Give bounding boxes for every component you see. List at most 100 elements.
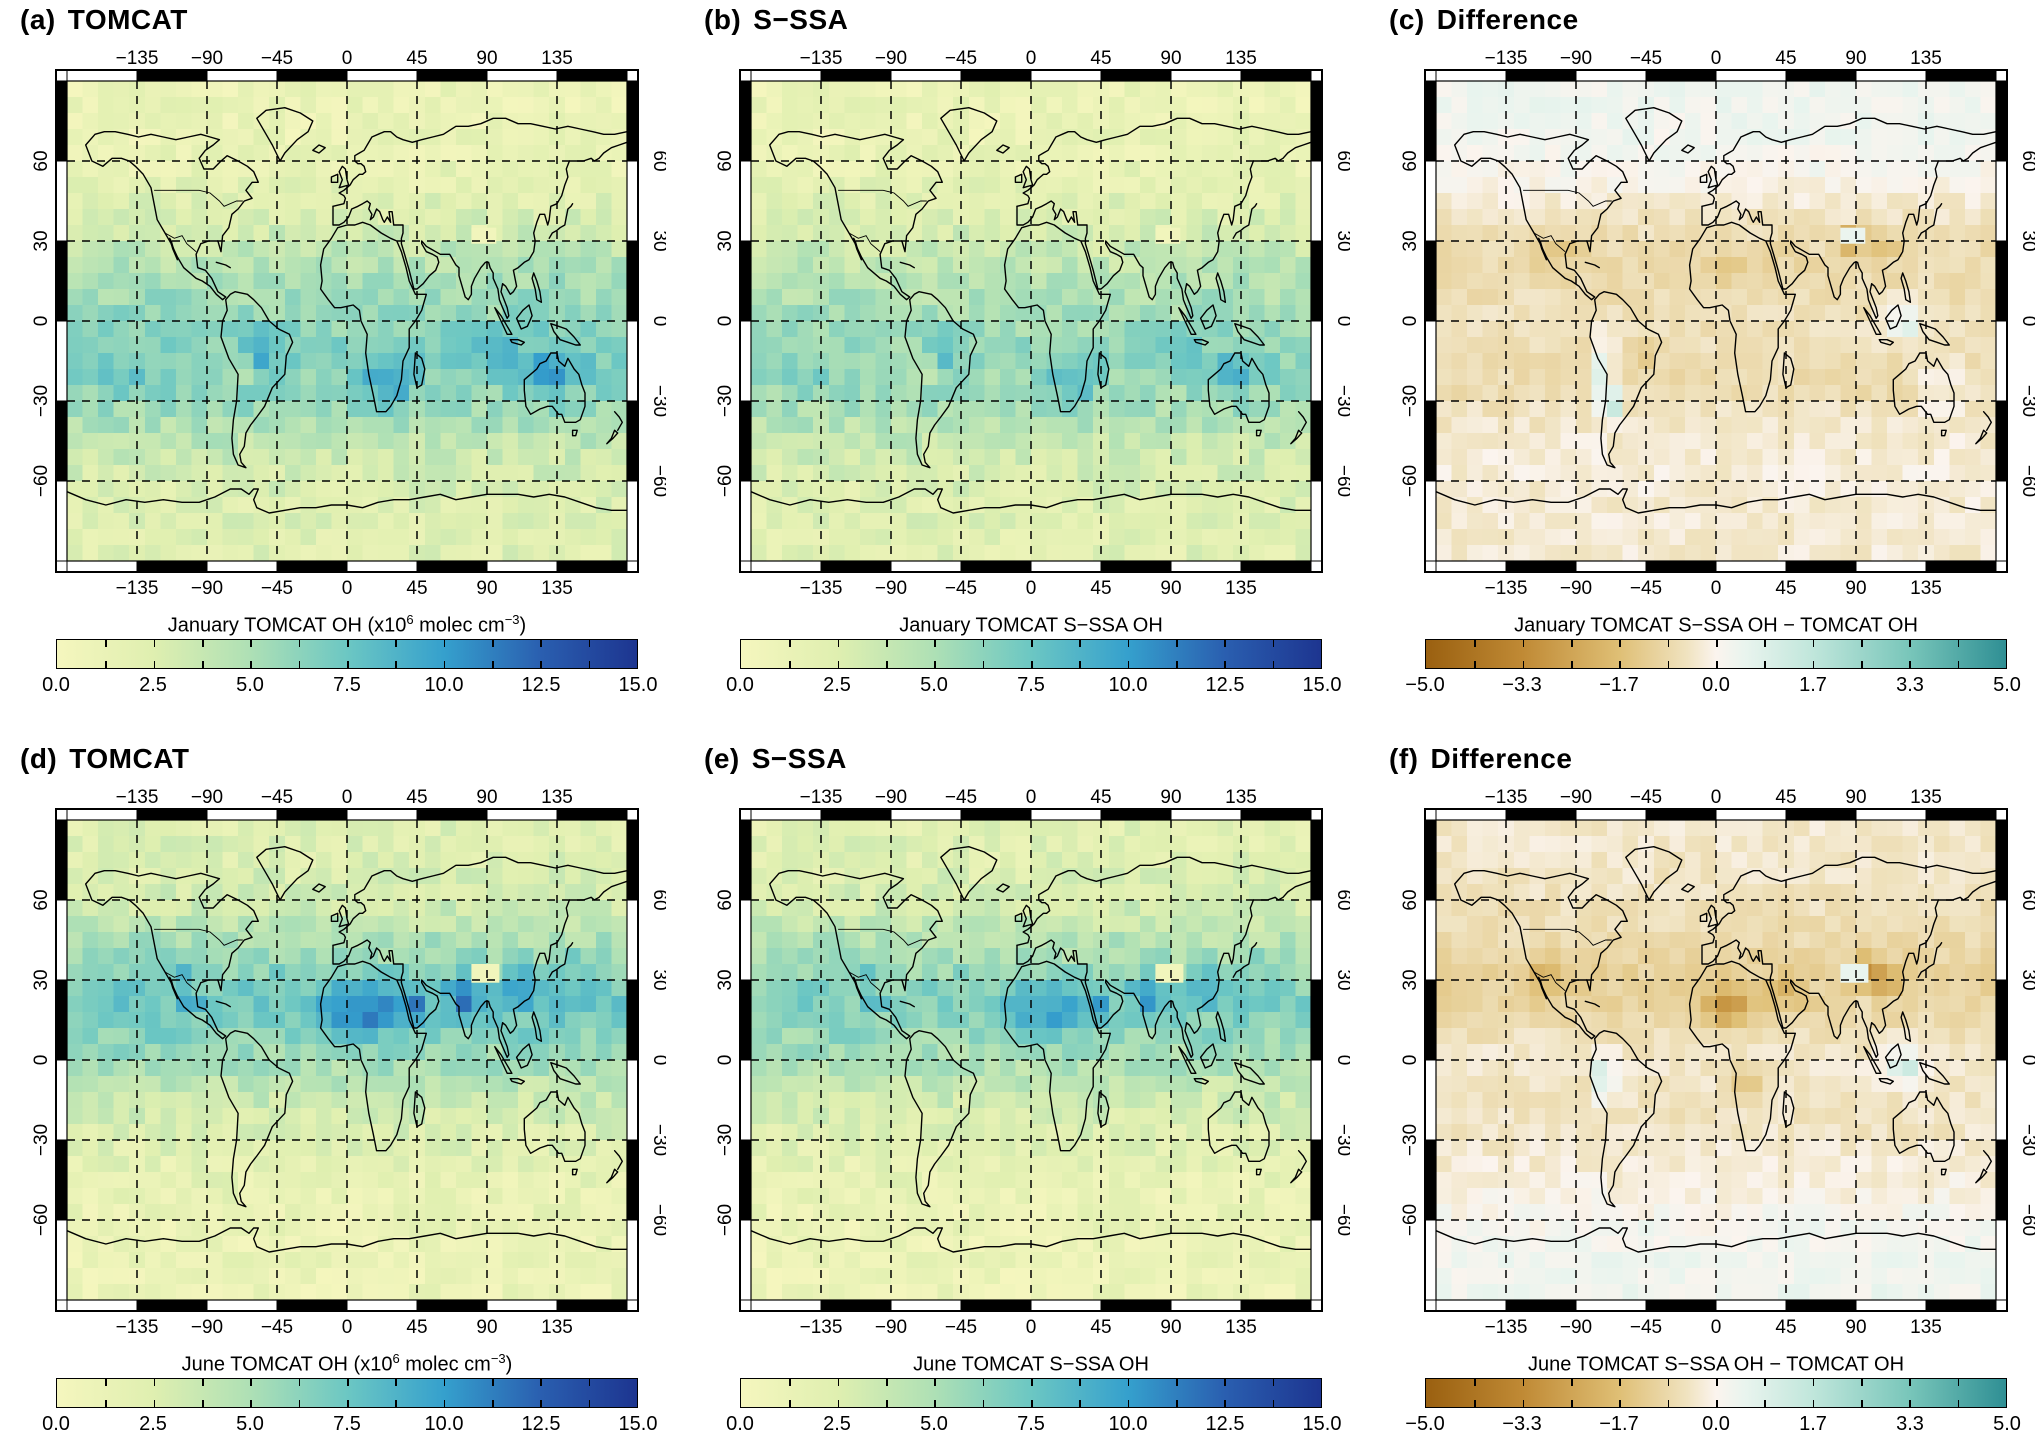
colorbar-tick: 7.5 (333, 1413, 361, 1435)
panel-name: S−SSA (751, 743, 847, 774)
missing-data-box (1840, 227, 1866, 244)
colorbar-minor-tick (789, 640, 791, 647)
colorbar-minor-tick (347, 1400, 349, 1407)
lon-tick-label-bottom: −90 (1560, 578, 1592, 599)
colorbar-tick: 10.0 (1108, 674, 1148, 696)
colorbar-minor-tick (1764, 1379, 1766, 1386)
lon-tick-label-bottom: 0 (1711, 1317, 1722, 1338)
colorbar-minor-tick (837, 640, 840, 647)
colorbar-minor-tick (837, 661, 840, 668)
colorbar-minor-tick (492, 661, 494, 668)
lon-tick-label-top: 90 (1845, 48, 1866, 69)
colorbar-minor-tick (540, 640, 542, 647)
missing-data-box (1155, 964, 1184, 983)
lon-tick-label-top: 135 (541, 787, 573, 808)
lat-tick-label-left: 30 (715, 969, 736, 990)
colorbar-title-text: ) (505, 1353, 513, 1376)
lon-tick-label-top: 90 (1845, 787, 1866, 808)
lon-tick-label-top: 135 (1910, 48, 1942, 69)
lat-tick-label-left: 60 (31, 889, 52, 910)
colorbar-tick: 0.0 (42, 674, 70, 696)
axis-labels: −135 −135 −90 −90 −45 −45 0 0 45 45 90 90 135 135 60 60… (1400, 787, 2035, 1338)
lat-tick-label-left: 0 (31, 1055, 52, 1066)
colorbar-minor-tick (1176, 1379, 1178, 1386)
lat-tick-label-right: 60 (2018, 150, 2035, 171)
colorbar-title-sup: 6 (406, 612, 414, 627)
colorbar-gradient (740, 1378, 1322, 1408)
colorbar-gradient (1425, 639, 2007, 669)
colorbar-minor-tick (1176, 661, 1178, 668)
map-frame (1424, 808, 2008, 1312)
lat-tick-label-left: 60 (1400, 150, 1421, 171)
lon-tick-label-top: −45 (1630, 48, 1662, 69)
lat-tick-label-left: 30 (715, 230, 736, 251)
lon-tick-label-bottom: 135 (1225, 578, 1257, 599)
colorbar-minor-tick (1474, 1379, 1476, 1386)
colorbar-minor-tick (934, 1379, 936, 1386)
lon-tick-label-bottom: −135 (1485, 1317, 1528, 1338)
lat-tick-label-left: 0 (715, 316, 736, 327)
colorbar-minor-tick (1474, 1400, 1476, 1407)
lat-tick-label-left: −60 (1400, 465, 1421, 497)
colorbar-tick: 0.0 (1702, 674, 1730, 696)
colorbar-tick: 0.0 (1702, 1413, 1730, 1435)
lon-tick-label-bottom: 90 (1160, 578, 1181, 599)
colorbar-tick: 7.5 (1017, 1413, 1045, 1435)
panel-title: (d) TOMCAT (8, 743, 670, 785)
lon-tick-label-top: −90 (1560, 787, 1592, 808)
colorbar-minor-tick (202, 1400, 204, 1407)
map-panel-c: −135 −135 −90 −90 −45 −45 0 0 45 45 90 90 135 135 60 60… (1400, 48, 2035, 599)
lon-tick-label-top: −90 (191, 48, 223, 69)
lon-tick-label-top: −135 (116, 787, 159, 808)
colorbar-tick: 10.0 (424, 674, 464, 696)
colorbar-minor-tick (1716, 640, 1718, 647)
colorbar-minor-tick (1571, 661, 1573, 668)
lat-tick-label-right: 60 (1333, 889, 1350, 910)
lon-tick-label-top: −135 (116, 48, 159, 69)
panel-f: (f) Difference −135 −135 −90 −90 −45 −45 0 0 45 45… (1377, 743, 2038, 1437)
lon-tick-label-bottom: −45 (945, 1317, 977, 1338)
field (67, 820, 628, 1301)
colorbar-minor-tick (492, 640, 494, 647)
coastlines (750, 107, 1312, 514)
colorbar-minor-tick (540, 661, 542, 668)
field (67, 81, 628, 562)
colorbar-minor-tick (298, 1400, 301, 1407)
colorbar-minor-tick (1272, 661, 1275, 668)
lat-tick-label-right: 0 (649, 316, 666, 327)
colorbar-minor-tick (250, 661, 252, 668)
graticule (1436, 81, 1996, 561)
colorbar-minor-tick (1474, 661, 1476, 668)
colorbar-minor-tick (886, 640, 888, 647)
lon-tick-label-top: −90 (875, 787, 907, 808)
panel-letter: (d) (20, 743, 58, 774)
colorbar-minor-tick (298, 640, 301, 647)
lon-tick-label-top: 0 (1026, 48, 1037, 69)
panel-c: (c) Difference −135 −135 −90 −90 −45 −45 0 0 45 45… (1377, 4, 2038, 698)
colorbar-tick: 15.0 (618, 674, 658, 696)
colorbar-minor-tick (1667, 640, 1670, 647)
colorbar-minor-tick (789, 1379, 791, 1386)
lat-tick-label-left: 30 (1400, 230, 1421, 251)
lat-tick-label-left: 0 (1400, 316, 1421, 327)
lat-tick-label-left: 60 (715, 150, 736, 171)
colorbar-minor-tick (886, 661, 888, 668)
panel-title: (f) Difference (1377, 743, 2038, 785)
colorbar-minor-tick (1957, 661, 1960, 668)
panel-name: S−SSA (753, 4, 849, 35)
colorbar-minor-tick (250, 1379, 252, 1386)
colorbar-title: June TOMCAT OH (x106 molec cm−3) (56, 1351, 638, 1378)
colorbar-minor-tick (1619, 661, 1621, 668)
colorbar-minor-tick (1957, 640, 1960, 647)
colorbar-minor-tick (1861, 640, 1863, 647)
colorbar-minor-tick (395, 1400, 397, 1407)
panel-d: (d) TOMCAT −135 −135 −90 −90 −45 −45 0 0 45 45 90 90… (8, 743, 670, 1437)
colorbar-minor-tick (443, 661, 446, 668)
colorbar-minor-tick (789, 661, 791, 668)
colorbar-minor-tick (1224, 1379, 1226, 1386)
map-panel-a: −135 −135 −90 −90 −45 −45 0 0 45 45 90 90 135 135 60 60… (31, 48, 666, 599)
colorbar-tick: 7.5 (1017, 674, 1045, 696)
coastlines (66, 107, 628, 514)
colorbar-minor-tick (250, 640, 252, 647)
colorbar-tick: 7.5 (333, 674, 361, 696)
